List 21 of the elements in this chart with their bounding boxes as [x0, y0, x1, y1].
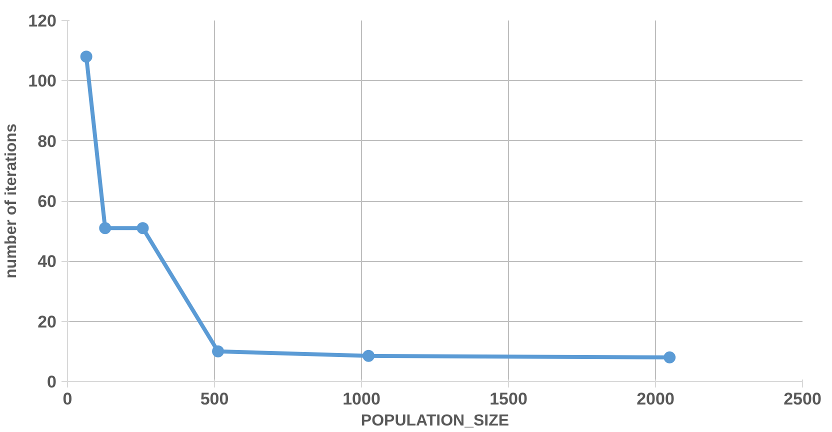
point [212, 345, 224, 358]
y-tick-label: 40 [38, 252, 57, 272]
point [362, 350, 375, 362]
point [136, 222, 149, 234]
x-tick-label: 1000 [342, 390, 380, 408]
point [664, 351, 676, 364]
y-tick-label: 20 [38, 312, 57, 332]
y-tick-label: 120 [28, 12, 57, 30]
x-tick-label: 500 [200, 390, 229, 408]
y-tick-label: 60 [38, 192, 57, 211]
x-tick-label: 1500 [490, 390, 528, 408]
y-axis-title: number of iterations [3, 124, 20, 278]
x-tick-label: 0 [62, 390, 72, 408]
y-tick-label: 0 [47, 372, 57, 392]
x-tick-label: 2500 [784, 390, 822, 408]
x-axis-title: POPULATION_SIZE [360, 412, 510, 430]
y-tick-label: 100 [28, 72, 57, 91]
x-tick-label: 2000 [636, 390, 674, 408]
point [80, 50, 92, 63]
y-tick-label: 80 [38, 132, 57, 151]
point [99, 222, 112, 234]
